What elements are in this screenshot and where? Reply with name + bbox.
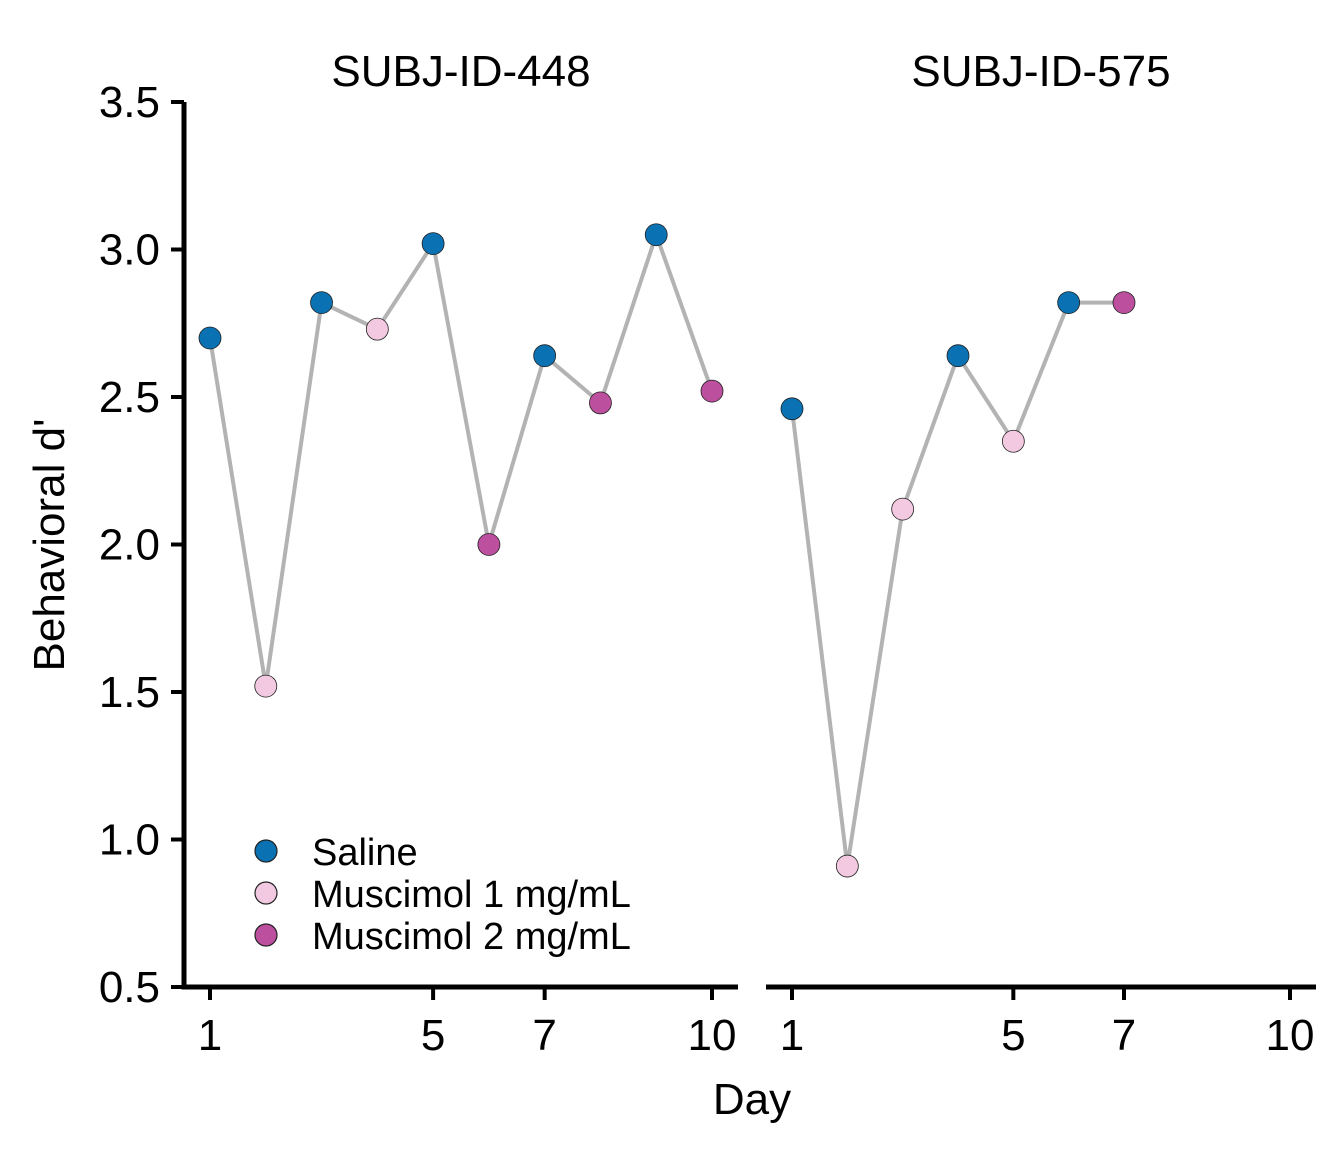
- data-point: [780, 397, 804, 421]
- data-point: [891, 497, 915, 521]
- data-point: [835, 854, 859, 878]
- legend-marker: [254, 839, 278, 863]
- y-tick-label: 2.0: [99, 521, 160, 570]
- data-point: [1001, 429, 1025, 453]
- panel-2: SUBJ-ID-575 1 5 7 10: [766, 47, 1316, 1060]
- legend-label: Saline: [312, 832, 418, 874]
- legend-label: Muscimol 2 mg/mL: [312, 916, 631, 958]
- data-point: [477, 533, 501, 556]
- y-tick-label: 2.5: [99, 373, 160, 422]
- legend-marker: [254, 881, 278, 905]
- x-tick-label: 10: [688, 1011, 737, 1060]
- x-tick-label: 5: [421, 1011, 445, 1060]
- data-point: [533, 344, 557, 368]
- panel-1: SUBJ-ID-448 1 5 7 10 0.5 1.0 1.5 2.0 2.5 3.0 3.5: [99, 47, 738, 1060]
- x-tick-label: 1: [780, 1011, 804, 1060]
- data-point: [700, 379, 724, 403]
- data-point: [198, 326, 222, 350]
- legend-item: Muscimol 2 mg/mL: [254, 916, 631, 958]
- y-axis-label: Behavioral d': [25, 419, 74, 672]
- legend-item: Saline: [254, 832, 418, 874]
- series-line: [790, 300, 1124, 869]
- y-tick-label: 1.0: [99, 816, 160, 865]
- data-point: [421, 232, 445, 256]
- x-tick-label: 5: [1001, 1011, 1025, 1060]
- legend-item: Muscimol 1 mg/mL: [254, 874, 631, 916]
- panel-title: SUBJ-ID-575: [911, 47, 1170, 96]
- legend-marker: [254, 923, 278, 947]
- data-point: [254, 674, 278, 698]
- x-axis-label: Day: [713, 1075, 791, 1124]
- data-point: [1112, 291, 1136, 315]
- series-line: [208, 232, 714, 689]
- data-point: [946, 344, 970, 368]
- panel-title: SUBJ-ID-448: [331, 47, 590, 96]
- data-point: [310, 291, 333, 315]
- data-point: [1057, 291, 1081, 315]
- x-tick-label: 7: [1112, 1011, 1136, 1060]
- x-tick-label: 10: [1266, 1011, 1315, 1060]
- x-tick-label: 7: [532, 1011, 556, 1060]
- y-tick-label: 1.5: [99, 668, 160, 717]
- y-tick-label: 3.0: [99, 226, 160, 275]
- legend-label: Muscimol 1 mg/mL: [312, 874, 631, 916]
- y-tick-label: 3.5: [99, 78, 160, 127]
- data-point: [644, 223, 668, 247]
- y-tick-label: 0.5: [99, 963, 160, 1012]
- x-tick-label: 1: [198, 1011, 222, 1060]
- data-point: [589, 391, 612, 415]
- data-point: [365, 317, 389, 341]
